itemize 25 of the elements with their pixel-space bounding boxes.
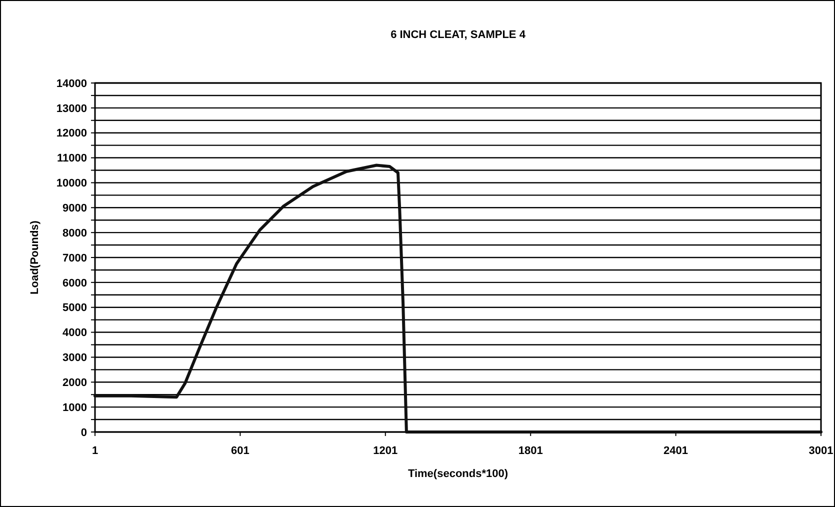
y-tick-label: 12000 — [56, 128, 87, 140]
y-tick-label: 8000 — [62, 227, 87, 240]
y-axis-title: Load(Pounds) — [29, 220, 41, 294]
x-tick-label: 3001 — [808, 445, 834, 457]
x-tick-label: 601 — [231, 445, 250, 457]
x-tick-label: 2401 — [664, 445, 688, 457]
y-tick-label: 3000 — [62, 352, 87, 364]
y-tick-label: 5000 — [62, 302, 87, 314]
y-tick-label: 13000 — [56, 102, 87, 115]
y-tick-label: 10000 — [56, 178, 87, 190]
line-series — [94, 164, 822, 434]
y-tick-label: 4000 — [62, 327, 87, 340]
x-tick-label: 1 — [92, 445, 98, 457]
x-tick-label: 1201 — [373, 445, 398, 457]
x-axis-title: Time(seconds*100) — [408, 468, 508, 480]
y-tick-label: 1000 — [62, 402, 87, 414]
y-tick-label: 6000 — [62, 277, 87, 290]
y-tick-label: 2000 — [62, 376, 87, 389]
y-tick-label: 0 — [80, 426, 87, 439]
y-tick-label: 7000 — [62, 252, 87, 264]
y-tick-label: 9000 — [62, 202, 87, 214]
y-tick-label: 11000 — [57, 152, 87, 165]
y-tick-label: 14000 — [56, 78, 87, 90]
x-tick-label: 1801 — [518, 445, 543, 457]
chart-title: 6 INCH CLEAT, SAMPLE 4 — [390, 29, 526, 41]
